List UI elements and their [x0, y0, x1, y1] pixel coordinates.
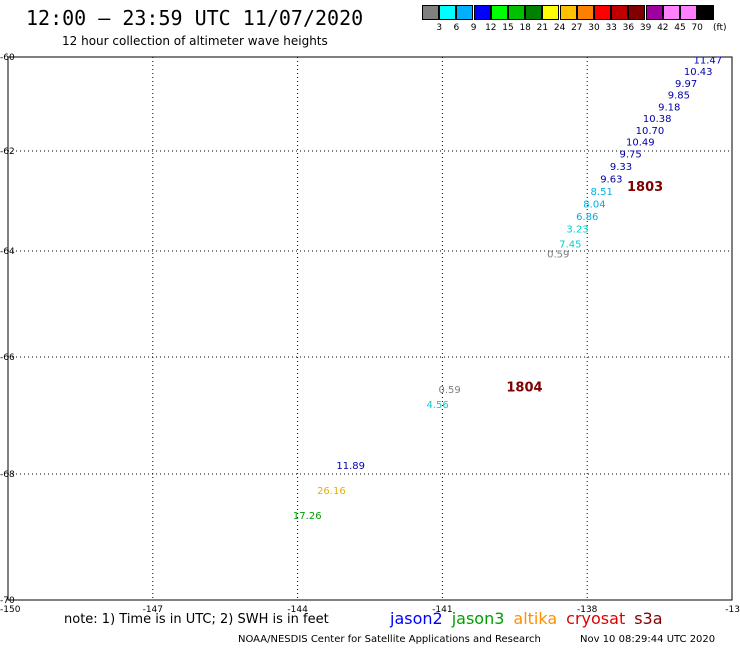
color-swatch: [576, 5, 594, 20]
color-swatch: [662, 5, 680, 20]
color-scale-tick: 15: [502, 23, 514, 33]
wave-height-point: 10.49: [626, 138, 655, 149]
wave-height-point: 9.97: [675, 79, 697, 90]
satellite-legend-item: cryosat: [566, 609, 626, 628]
color-scale-tick: 30: [588, 23, 600, 33]
wave-height-point: 26.16: [317, 486, 346, 497]
color-swatch: [628, 5, 646, 20]
color-scale-tick: 12: [485, 23, 497, 33]
color-swatch: [473, 5, 491, 20]
color-swatch: [525, 5, 543, 20]
color-swatch: [559, 5, 577, 20]
latitude-label: -70: [0, 596, 15, 606]
color-swatch: [422, 5, 439, 20]
color-swatch: [697, 5, 715, 20]
latitude-label: -66: [0, 353, 15, 363]
wave-height-point: 8.51: [591, 187, 613, 198]
color-swatch: [456, 5, 474, 20]
color-swatch: [508, 5, 525, 20]
longitude-label: -138: [577, 605, 598, 615]
color-swatch: [594, 5, 611, 20]
wave-height-point: 9.75: [620, 150, 642, 161]
latitude-label: -64: [0, 247, 15, 257]
color-swatch: [542, 5, 560, 20]
wave-height-point: 3.23: [566, 225, 588, 236]
wave-height-point: 17.26: [293, 511, 322, 522]
credit-text: NOAA/NESDIS Center for Satellite Applica…: [238, 634, 541, 645]
longitude-label: -150: [0, 605, 21, 615]
latitude-label: -60: [0, 53, 15, 63]
wave-height-point: 0.59: [547, 250, 569, 261]
wave-height-point: 6.86: [576, 212, 598, 223]
wave-height-point: 10.43: [684, 67, 713, 78]
color-swatch: [611, 5, 629, 20]
wave-height-point: 9.63: [600, 175, 622, 186]
wave-height-point: 11.47: [694, 55, 723, 66]
color-swatch: [490, 5, 508, 20]
color-scale-tick: 18: [519, 23, 531, 33]
pass-time-label: 1803: [627, 180, 663, 195]
pass-time-label: 1804: [506, 380, 542, 395]
wave-height-point: 7.45: [559, 240, 581, 251]
satellite-legend-item: altika: [513, 609, 558, 628]
satellite-legend-item: jason3: [451, 609, 505, 628]
longitude-label: -147: [143, 605, 163, 615]
satellite-legend: jason2 jason3 altika cryosat s3a: [390, 609, 672, 628]
longitude-label: -141: [432, 605, 452, 615]
color-swatch: [439, 5, 457, 20]
map-frame: [7, 56, 733, 601]
color-scale-tick: 6: [453, 23, 460, 33]
footer-note: note: 1) Time is in UTC; 2) SWH is in fe…: [64, 612, 329, 627]
color-scale-tick: 45: [674, 23, 686, 33]
color-scale-tick: 70: [691, 23, 703, 33]
color-swatch: [680, 5, 697, 20]
satellite-legend-item: jason2: [390, 609, 443, 628]
wave-height-point: 4.56: [426, 400, 448, 411]
color-scale-tick: 3: [436, 23, 443, 33]
color-scale-tick: 33: [605, 23, 617, 33]
color-scale-tick: 36: [622, 23, 635, 33]
wave-height-point: 8.04: [583, 200, 605, 211]
color-scale-tick: 27: [571, 23, 583, 33]
color-scale-legend: 3 6 9 12 15 18 21 24 27 30 33 36 39 42 45 70 (ft): [422, 5, 728, 35]
wave-height-point: 10.70: [636, 126, 665, 137]
color-scale-tick: 42: [657, 23, 669, 33]
longitude-label: -13: [725, 605, 740, 615]
color-scale-tick: 21: [536, 23, 549, 33]
satellite-legend-item: s3a: [634, 609, 663, 628]
color-scale-tick: 39: [639, 23, 652, 33]
color-scale-tick: 9: [470, 23, 477, 33]
wave-height-point: 0.59: [439, 385, 461, 396]
latitude-label: -62: [0, 147, 15, 157]
longitude-label: -144: [287, 605, 308, 615]
color-scale-tick: 24: [553, 23, 566, 33]
page-title: 12:00 – 23:59 UTC 11/07/2020: [26, 6, 364, 30]
color-scale-unit: (ft): [713, 23, 727, 33]
wave-height-point: 10.38: [643, 114, 672, 125]
wave-height-point: 9.18: [658, 102, 680, 113]
page-subtitle: 12 hour collection of altimeter wave hei…: [62, 34, 328, 48]
latitude-label: -68: [0, 470, 15, 480]
wave-height-point: 9.85: [668, 91, 690, 102]
color-swatch: [645, 5, 663, 20]
wave-height-point: 11.89: [336, 461, 365, 472]
generation-timestamp: Nov 10 08:29:44 UTC 2020: [580, 634, 716, 645]
wave-height-point: 9.33: [610, 162, 632, 173]
